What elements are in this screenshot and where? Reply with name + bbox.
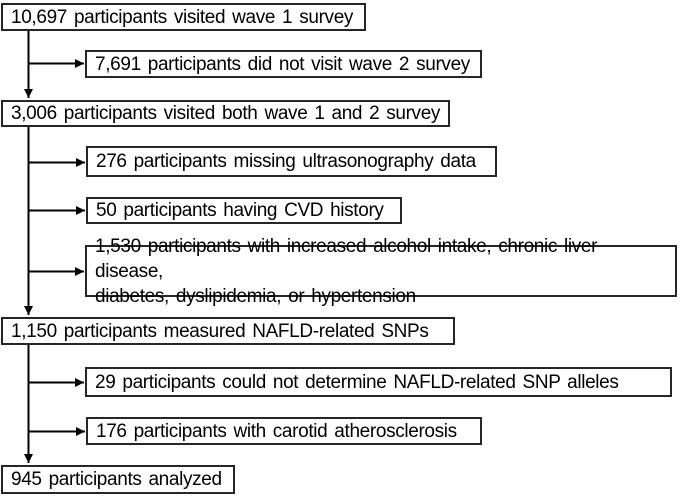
flow-box-both-waves-visited: 3,006 participants visited both wave 1 a… <box>1 100 450 127</box>
flow-box-measured-snps: 1,150 participants measured NAFLD-relate… <box>1 317 455 345</box>
exclusion-box-no-wave2: 7,691 participants did not visit wave 2 … <box>85 50 482 78</box>
exclusion-box-undetermined-snp-alleles: 29 participants could not determine NAFL… <box>85 367 672 397</box>
flow-box-analyzed: 945 participants analyzed <box>1 465 235 494</box>
exclusion-box-cvd-history: 50 participants having CVD history <box>86 197 402 224</box>
flow-box-wave1-visited: 10,697 participants visited wave 1 surve… <box>1 3 366 31</box>
exclusion-box-missing-ultrasonography: 276 participants missing ultrasonography… <box>86 146 497 177</box>
exclusion-box-comorbidity: 1,530 participants with increased alcoho… <box>85 236 677 307</box>
exclusion-box-carotid-atherosclerosis: 176 participants with carotid atheroscle… <box>86 417 482 445</box>
